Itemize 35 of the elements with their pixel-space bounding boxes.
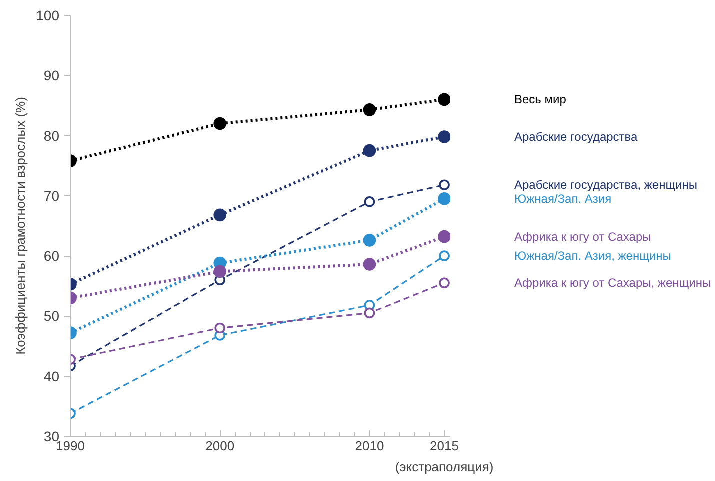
y-axis-title: Коэффициенты грамотности взрослых (%) xyxy=(13,97,28,355)
point xyxy=(439,278,450,289)
point xyxy=(214,208,227,222)
point xyxy=(214,117,227,130)
x-tick-label: 2015 (экстраполяция) xyxy=(395,438,494,474)
x-tick-label: 2000 xyxy=(206,438,235,454)
y-tick-label: 40 xyxy=(44,368,60,384)
text: Африка к югу от Сахары xyxy=(514,230,652,244)
text: Африка к югу от Сахары, женщины xyxy=(514,276,712,290)
y-tick-label: 70 xyxy=(44,188,60,204)
point xyxy=(438,93,450,106)
y-tick-label: 100 xyxy=(36,8,60,24)
point xyxy=(364,196,376,208)
text: Арабские государства xyxy=(514,130,638,144)
point xyxy=(438,130,450,144)
text: Арабские государства, женщины xyxy=(514,178,698,192)
point xyxy=(438,230,450,244)
point xyxy=(439,250,450,262)
point xyxy=(364,308,376,319)
point xyxy=(214,265,227,278)
y-tick-label: 60 xyxy=(44,248,60,264)
y-tick-label: 90 xyxy=(44,68,60,84)
y-tick-label: 50 xyxy=(44,308,60,324)
point xyxy=(439,180,450,190)
text: Весь мир xyxy=(514,92,567,107)
text: Южная/Зап. Азия xyxy=(514,192,612,206)
point xyxy=(363,144,376,158)
point xyxy=(363,104,376,116)
point xyxy=(363,258,376,271)
text: Южная/Зап. Азия, женщины xyxy=(514,249,672,264)
point xyxy=(363,234,376,247)
point xyxy=(214,322,226,334)
y-tick-label: 80 xyxy=(44,128,60,144)
point xyxy=(438,192,450,206)
x-tick-label: 2010 xyxy=(355,438,384,454)
